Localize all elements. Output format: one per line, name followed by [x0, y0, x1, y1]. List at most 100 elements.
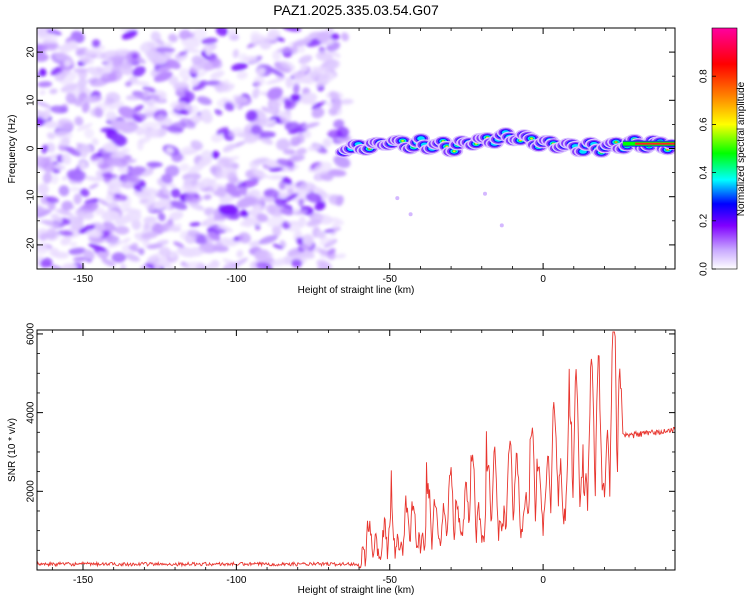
heatmap-noise-blob: [155, 55, 171, 65]
heatmap-noise-blob: [128, 246, 145, 253]
heatmap-noise-blob: [95, 66, 104, 74]
heatmap-noise-blob: [266, 252, 274, 259]
heatmap-noise-blob: [121, 30, 138, 40]
heatmap-stray-dot: [395, 196, 400, 201]
heatmap-noise-blob: [250, 124, 262, 135]
heatmap-noise-blob: [94, 107, 104, 118]
heatmap-noise-blob: [58, 145, 67, 152]
heatmap-noise-blob: [312, 213, 323, 221]
heatmap-noise-blob: [171, 152, 184, 163]
heatmap-noise-blob: [91, 39, 101, 48]
heatmap-signal-blob: [452, 150, 456, 153]
heatmap-noise-blob: [158, 246, 171, 256]
heatmap-noise-blob: [90, 156, 104, 166]
heatmap-noise-blob: [236, 196, 256, 209]
x-tick-label: -50: [383, 575, 398, 586]
heatmap-noise-blob: [313, 161, 332, 176]
heatmap-noise-blob: [327, 248, 336, 255]
heatmap-noise-blob: [280, 60, 295, 71]
heatmap-noise-blob: [248, 189, 261, 198]
heatmap-noise-blob: [73, 98, 83, 107]
heatmap-noise-blob: [176, 246, 196, 258]
heatmap-noise-blob: [146, 101, 154, 107]
heatmap-noise-blob: [298, 198, 305, 208]
heatmap-noise-blob: [332, 99, 342, 111]
heatmap-noise-blob: [335, 253, 347, 259]
heatmap-noise-blob: [256, 261, 273, 269]
heatmap-noise-blob: [46, 29, 62, 36]
heatmap-noise-blob: [37, 81, 53, 88]
colorbar-tick-label: 0.4: [699, 165, 710, 179]
heatmap-noise-blob: [46, 227, 58, 240]
spectrogram-x-ticks: -150 -100 -50 0: [51, 28, 667, 285]
heatmap-noise-blob: [276, 158, 295, 167]
heatmap-noise-blob: [296, 237, 303, 245]
heatmap-noise-blob: [210, 70, 225, 79]
heatmap-noise-blob: [252, 87, 260, 99]
heatmap-noise-blob: [99, 230, 111, 239]
heatmap-noise-blob: [110, 133, 126, 145]
heatmap-noise-blob: [180, 185, 200, 195]
heatmap-noise-blob: [190, 140, 204, 150]
colorbar-tick-label: 0.6: [699, 117, 710, 131]
heatmap-signal-blob: [530, 137, 533, 140]
heatmap-noise-blob: [256, 213, 269, 223]
heatmap-noise-blob: [63, 145, 82, 157]
heatmap-noise-blob: [107, 191, 117, 198]
heatmap-signal-blob: [615, 141, 617, 143]
heatmap-noise-blob: [196, 96, 212, 105]
heatmap-noise-blob: [167, 121, 187, 133]
heatmap-noise-blob: [203, 80, 220, 86]
heatmap-noise-blob: [40, 257, 53, 268]
heatmap-noise-blob: [166, 59, 181, 70]
heatmap-noise-blob: [287, 155, 305, 163]
heatmap-noise-blob: [107, 70, 123, 82]
heatmap-noise-blob: [268, 174, 284, 180]
heatmap-noise-blob: [43, 221, 61, 228]
heatmap-signal-track: [334, 127, 675, 228]
heatmap-noise-blob: [179, 163, 190, 172]
snr-y-label: SNR (10 * v/v): [7, 418, 18, 482]
y-tick-label: 2000: [26, 480, 37, 503]
heatmap-noise-blob: [61, 200, 73, 211]
heatmap-noise-blob: [197, 157, 213, 167]
heatmap-noise-blob: [173, 241, 185, 248]
heatmap-noise-blob: [203, 58, 222, 71]
heatmap-noise-blob: [131, 80, 150, 86]
heatmap-stray-dot: [483, 191, 487, 196]
heatmap-noise-blob: [231, 189, 243, 197]
heatmap-noise-blob: [122, 237, 131, 244]
heatmap-noise-blob: [54, 163, 65, 170]
heatmap-noise-blob: [190, 179, 198, 186]
heatmap-noise-blob: [189, 222, 201, 227]
x-tick-label: 0: [540, 274, 546, 285]
heatmap-noise-blob: [98, 198, 109, 206]
heatmap-noise-blob: [69, 186, 82, 192]
heatmap-noise-blob: [77, 69, 88, 80]
heatmap-noise-blob: [264, 119, 277, 126]
heatmap-noise-blob: [299, 64, 308, 74]
heatmap-noise-blob: [83, 249, 95, 260]
heatmap-noise-blob: [214, 109, 223, 116]
heatmap-noise-blob: [121, 123, 139, 133]
snr-x-label: Height of straight line (km): [298, 585, 415, 596]
heatmap-noise-blob: [101, 258, 116, 267]
heatmap-noise-blob: [173, 82, 190, 92]
heatmap-noise-blob: [155, 239, 169, 247]
heatmap-noise-blob: [204, 207, 215, 215]
heatmap-noise-region: [37, 28, 354, 269]
heatmap-noise-blob: [234, 96, 253, 106]
heatmap-noise-blob: [54, 72, 66, 82]
heatmap-noise-blob: [190, 78, 200, 87]
heatmap-noise-blob: [200, 109, 211, 118]
y-tick-label: 6000: [26, 322, 37, 345]
heatmap-noise-blob: [125, 180, 132, 186]
heatmap-noise-blob: [118, 106, 137, 119]
heatmap-noise-blob: [101, 172, 119, 179]
heatmap-noise-blob: [88, 183, 99, 190]
heatmap-noise-blob: [39, 89, 46, 96]
snr-panel: -150 -100 -50 0 2000 4000 6000 Height of stra…: [7, 322, 676, 596]
heatmap-noise-blob: [79, 161, 87, 171]
heatmap-noise-blob: [66, 92, 74, 101]
spectrogram-y-ticks: -20 -10 0 10 20: [26, 27, 675, 270]
